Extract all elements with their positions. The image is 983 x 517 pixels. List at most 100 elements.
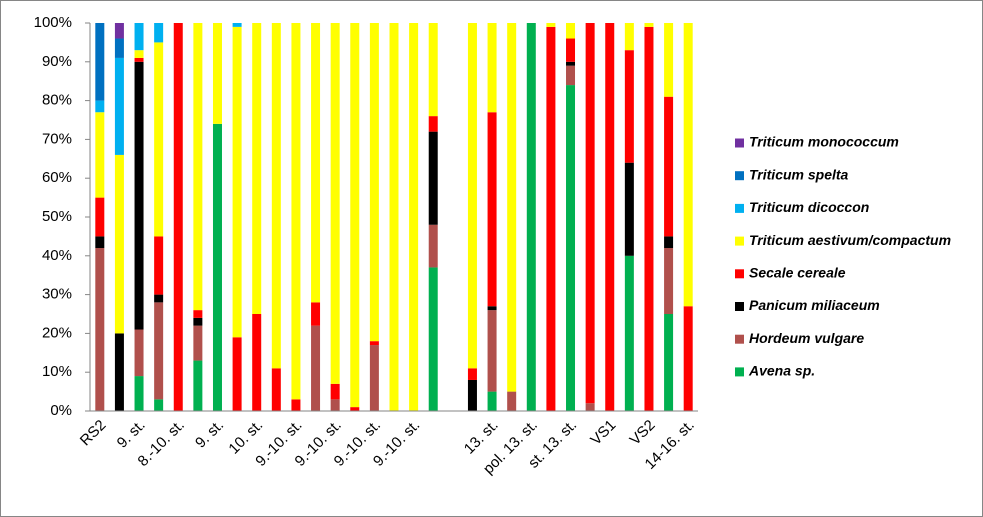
bar-segment bbox=[369, 23, 379, 342]
bar-segment bbox=[154, 399, 164, 411]
bar-segment bbox=[428, 131, 438, 225]
bar-segment bbox=[271, 23, 281, 369]
legend-label: Avena sp. bbox=[748, 363, 815, 379]
bar-segment bbox=[350, 407, 360, 411]
bar-segment bbox=[193, 360, 203, 411]
y-tick-label: 40% bbox=[42, 247, 72, 264]
bar-segment bbox=[311, 23, 321, 303]
legend-swatch bbox=[735, 236, 744, 246]
legend-label: Triticum monococcum bbox=[749, 134, 899, 150]
bar-segment bbox=[193, 317, 203, 326]
bar-segment bbox=[409, 23, 419, 411]
bar-segment bbox=[624, 23, 634, 51]
bar-segment bbox=[664, 236, 674, 249]
bar-segment bbox=[134, 23, 144, 51]
bar-segment bbox=[232, 23, 242, 27]
bar-segment bbox=[95, 23, 105, 101]
bar-segment bbox=[428, 224, 438, 268]
bar-segment bbox=[114, 57, 124, 155]
bar-segment bbox=[487, 112, 497, 307]
bar-segment bbox=[566, 65, 576, 86]
legend-label: Hordeum vulgare bbox=[749, 330, 864, 346]
y-tick-label: 60% bbox=[42, 169, 72, 186]
bar-segment bbox=[114, 333, 124, 411]
bar-segment bbox=[507, 391, 517, 411]
bar-segment bbox=[467, 368, 477, 380]
bar-segment bbox=[566, 38, 576, 62]
y-tick-label: 20% bbox=[42, 324, 72, 341]
bar-segment bbox=[624, 162, 634, 256]
bar-segment bbox=[664, 248, 674, 314]
bar-segment bbox=[134, 50, 144, 58]
legend-label: Triticum aestivum/compactum bbox=[749, 232, 951, 248]
bar-segment bbox=[585, 403, 595, 411]
bar-segment bbox=[232, 337, 242, 411]
bar-segment bbox=[252, 314, 262, 411]
legend-swatch bbox=[735, 269, 744, 279]
bar-segment bbox=[311, 302, 321, 326]
bar-segment bbox=[114, 23, 124, 39]
bar-segment bbox=[428, 116, 438, 132]
y-tick-label: 50% bbox=[42, 208, 72, 225]
legend-label: Secale cereale bbox=[749, 265, 846, 281]
bar-segment bbox=[467, 23, 477, 369]
bar-segment bbox=[428, 267, 438, 411]
bar-segment bbox=[546, 26, 556, 411]
bar-segment bbox=[134, 329, 144, 377]
legend-swatch bbox=[735, 171, 744, 181]
bar-segment bbox=[624, 255, 634, 411]
bar-segment bbox=[330, 383, 340, 400]
bar-segment bbox=[95, 112, 105, 198]
bar-segment bbox=[232, 26, 242, 338]
y-tick-label: 90% bbox=[42, 53, 72, 70]
bar-segment bbox=[644, 26, 654, 411]
y-tick-label: 100% bbox=[34, 14, 72, 31]
bar-segment bbox=[683, 23, 693, 307]
bar-segment bbox=[566, 85, 576, 411]
y-tick-label: 0% bbox=[50, 402, 72, 419]
bar-segment bbox=[644, 23, 654, 27]
bar-segment bbox=[330, 23, 340, 384]
legend-swatch bbox=[735, 138, 744, 148]
bar-segment bbox=[252, 23, 262, 314]
bar-segment bbox=[624, 50, 634, 163]
bar-segment bbox=[487, 306, 497, 311]
bar-segment bbox=[664, 314, 674, 411]
bar-segment bbox=[212, 23, 222, 124]
bar-segment bbox=[330, 399, 340, 411]
bar-segment bbox=[487, 310, 497, 392]
bar-segment bbox=[154, 236, 164, 295]
legend-label: Panicum miliaceum bbox=[749, 297, 880, 313]
legend-swatch bbox=[735, 334, 744, 344]
legend-swatch bbox=[735, 302, 744, 311]
bar-segment bbox=[566, 61, 576, 66]
bar-segment bbox=[369, 345, 379, 411]
bar-segment bbox=[95, 236, 105, 249]
bar-segment bbox=[154, 23, 164, 43]
bar-segment bbox=[193, 310, 203, 318]
bar-segment bbox=[95, 100, 105, 113]
bar-segment bbox=[605, 23, 615, 411]
y-tick-label: 80% bbox=[42, 92, 72, 109]
bar-segment bbox=[487, 391, 497, 411]
bar-segment bbox=[291, 23, 301, 400]
legend-swatch bbox=[735, 367, 744, 377]
bar-segment bbox=[291, 399, 301, 411]
bar-segment bbox=[311, 325, 321, 411]
bar-segment bbox=[487, 23, 497, 113]
bar-segment bbox=[428, 23, 438, 117]
bar-segment bbox=[173, 23, 183, 411]
bar-segment bbox=[585, 23, 595, 404]
bar-segment bbox=[271, 368, 281, 411]
y-tick-label: 70% bbox=[42, 130, 72, 147]
bar-segment bbox=[664, 23, 674, 97]
bar-segment bbox=[212, 123, 222, 411]
bar-segment bbox=[389, 23, 399, 411]
bar-segment bbox=[134, 61, 144, 330]
bar-segment bbox=[95, 197, 105, 237]
bar-segment bbox=[526, 23, 536, 411]
bar-segment bbox=[154, 302, 164, 400]
bar-segment bbox=[683, 306, 693, 411]
legend-swatch bbox=[735, 203, 744, 213]
bar-segment bbox=[193, 23, 203, 311]
